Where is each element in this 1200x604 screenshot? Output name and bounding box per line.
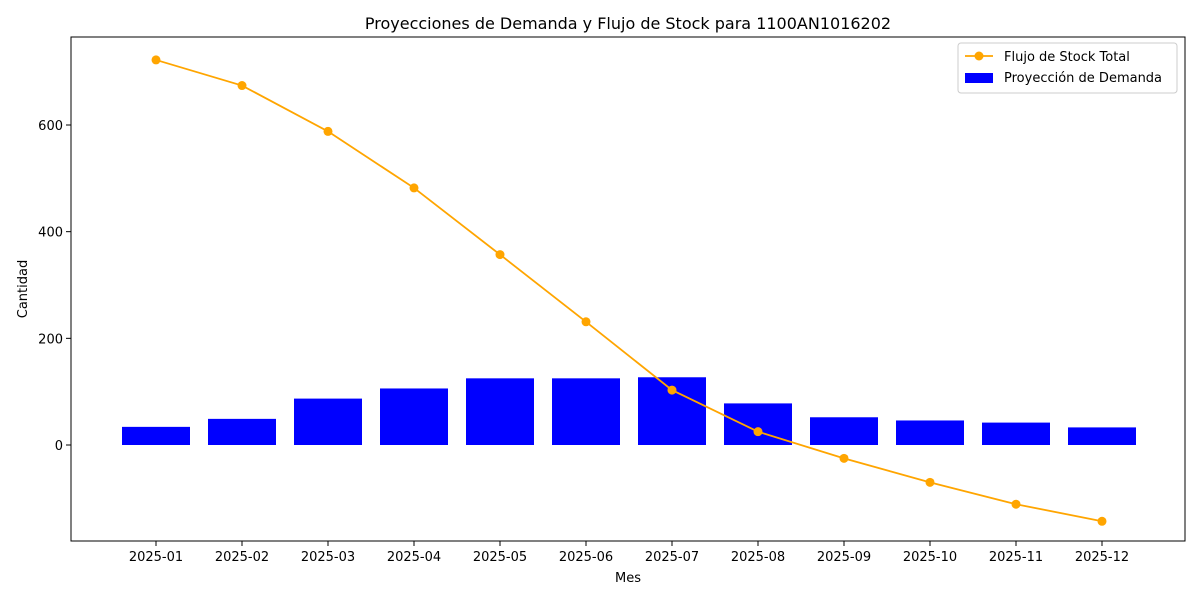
bars-layer (122, 377, 1136, 445)
bar-2025-12 (1068, 427, 1136, 445)
stock-point-2025-10 (925, 477, 935, 487)
y-tick-label: 200 (38, 332, 63, 347)
stock-point-2025-01 (151, 55, 161, 65)
y-tick-label: 400 (38, 226, 63, 241)
legend: Flujo de Stock Total Proyección de Demand… (957, 42, 1178, 94)
stock-point-2025-05 (495, 250, 505, 260)
x-tick-label: 2025-12 (1075, 550, 1129, 565)
legend-label-demand: Proyección de Demanda (1004, 71, 1162, 86)
plot-frame (70, 36, 1186, 542)
bar-2025-05 (466, 378, 534, 445)
stock-point-2025-08 (753, 427, 763, 437)
x-tick-label: 2025-02 (215, 550, 269, 565)
x-tick-label: 2025-03 (301, 550, 355, 565)
legend-bar-swatch (965, 73, 993, 83)
x-tick-label: 2025-04 (387, 550, 441, 565)
y-tick-label: 0 (55, 439, 63, 454)
x-tick-label: 2025-08 (731, 550, 785, 565)
stock-point-2025-12 (1097, 516, 1107, 526)
chart-title: Proyecciones de Demanda y Flujo de Stock… (365, 14, 891, 33)
bar-2025-09 (810, 417, 878, 445)
x-tick-label: 2025-06 (559, 550, 613, 565)
y-axis: 0 200 400 600 (38, 119, 71, 454)
x-axis-title: Mes (615, 571, 641, 586)
bar-2025-11 (982, 422, 1050, 445)
bar-2025-10 (896, 420, 964, 445)
x-tick-label: 2025-07 (645, 550, 699, 565)
y-tick-label: 600 (38, 119, 63, 134)
legend-label-stock-flow: Flujo de Stock Total (1004, 50, 1130, 65)
stock-point-2025-04 (409, 183, 419, 193)
x-tick-label: 2025-10 (903, 550, 957, 565)
x-axis: 2025-01 2025-02 2025-03 2025-04 2025-05 2025-… (129, 541, 1129, 565)
stock-point-2025-07 (667, 385, 677, 395)
bar-2025-01 (122, 426, 190, 445)
bar-2025-06 (552, 378, 620, 445)
stock-point-2025-11 (1011, 499, 1021, 509)
stock-point-2025-06 (581, 317, 591, 327)
legend-line-marker (974, 51, 984, 61)
y-axis-title: Cantidad (16, 260, 31, 318)
stock-point-2025-09 (839, 453, 849, 463)
stock-point-2025-02 (237, 81, 247, 91)
x-tick-label: 2025-09 (817, 550, 871, 565)
line-layer (151, 55, 1107, 526)
bar-2025-02 (208, 418, 276, 445)
legend-frame (957, 42, 1178, 94)
x-tick-label: 2025-11 (989, 550, 1043, 565)
bar-2025-03 (294, 398, 362, 445)
x-tick-label: 2025-01 (129, 550, 183, 565)
x-tick-label: 2025-05 (473, 550, 527, 565)
bar-2025-04 (380, 388, 448, 445)
stock-point-2025-03 (323, 126, 333, 136)
stock-flow-line (155, 59, 1103, 523)
